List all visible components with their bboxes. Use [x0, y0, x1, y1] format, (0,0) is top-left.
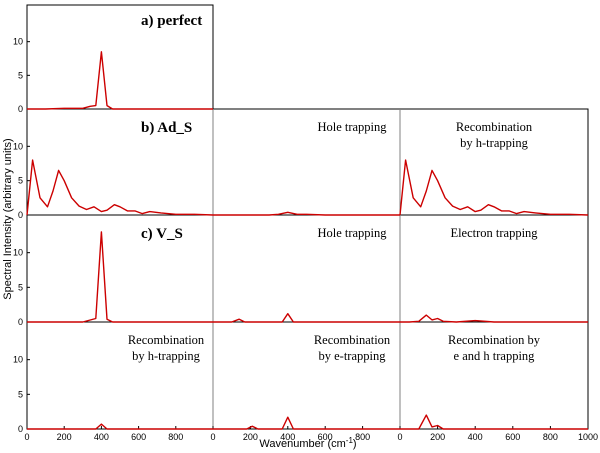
annotation-d2: by e-trapping: [319, 349, 387, 363]
y-tick-label: 0: [18, 210, 23, 220]
annotation-d3: Recombination by: [448, 333, 541, 347]
annotation-c2: Hole trapping: [317, 226, 387, 240]
series-line-d1: [27, 423, 213, 430]
x-tick-label: 200: [243, 432, 258, 442]
y-tick-label: 0: [18, 104, 23, 114]
x-tick-label: 600: [505, 432, 520, 442]
annotation-c3: Electron trapping: [450, 226, 538, 240]
x-tick-label: 600: [318, 432, 333, 442]
y-tick-label: 10: [13, 37, 23, 47]
series-line-b2: [213, 211, 400, 216]
x-tick-label: 800: [355, 432, 370, 442]
y-tick-label: 0: [18, 424, 23, 434]
y-axis-title: Spectral Intensity (arbitrary units): [2, 138, 14, 299]
y-tick-label: 0: [18, 317, 23, 327]
y-tick-label: 5: [18, 176, 23, 186]
series-line-d3: [400, 414, 588, 430]
x-tick-label: 200: [430, 432, 445, 442]
annotation-b3: Recombination: [456, 120, 533, 134]
y-tick-label: 5: [18, 70, 23, 80]
x-tick-label: 1000: [578, 432, 598, 442]
x-tick-label: 0: [24, 432, 29, 442]
x-tick-label: 800: [543, 432, 558, 442]
x-axis-title-main: Wavenumber (cm: [259, 438, 345, 450]
x-tick-label: 0: [210, 432, 215, 442]
y-tick-label: 10: [13, 355, 23, 365]
x-axis-title: Wavenumber (cm-1): [259, 436, 356, 450]
row-label-perfect: a) perfect: [141, 13, 202, 29]
x-tick-label: 400: [468, 432, 483, 442]
annotation-b2: Hole trapping: [317, 120, 387, 134]
series-line-d2: [213, 416, 400, 430]
x-tick-label: 400: [280, 432, 295, 442]
x-tick-label: 800: [168, 432, 183, 442]
series-line-c3: [400, 314, 588, 323]
x-tick-label: 600: [131, 432, 146, 442]
y-tick-label: 5: [18, 282, 23, 292]
annotation-d1: by h-trapping: [132, 349, 200, 363]
annotation-d1: Recombination: [128, 333, 205, 347]
series-line-c2: [213, 313, 400, 323]
row-label-ad-s: b) Ad_S: [141, 120, 192, 136]
annotation-d2: Recombination: [314, 333, 391, 347]
panel-frame-main: [26, 108, 589, 430]
row-label-v-s: c) V_S: [141, 226, 183, 242]
y-tick-label: 5: [18, 389, 23, 399]
annotation-b3: by h-trapping: [460, 136, 528, 150]
x-axis-title-close: ): [353, 438, 357, 450]
series-line-b1: [26, 159, 214, 216]
x-tick-label: 400: [94, 432, 109, 442]
series-line-c1: [27, 231, 213, 323]
annotation-d3: e and h trapping: [454, 349, 536, 363]
x-axis-title-sup: -1: [346, 436, 354, 445]
series-line-b3: [399, 159, 589, 216]
x-tick-label: 0: [397, 432, 402, 442]
series-line-a: [27, 51, 213, 110]
plot-layer: 0 5 10 0 5 10 0 5 10 0 5 10 0 200 400 600 800 0 200 400 600 8…: [13, 4, 598, 442]
y-tick-label: 10: [13, 248, 23, 258]
x-tick-label: 200: [57, 432, 72, 442]
y-tick-label: 10: [13, 141, 23, 151]
